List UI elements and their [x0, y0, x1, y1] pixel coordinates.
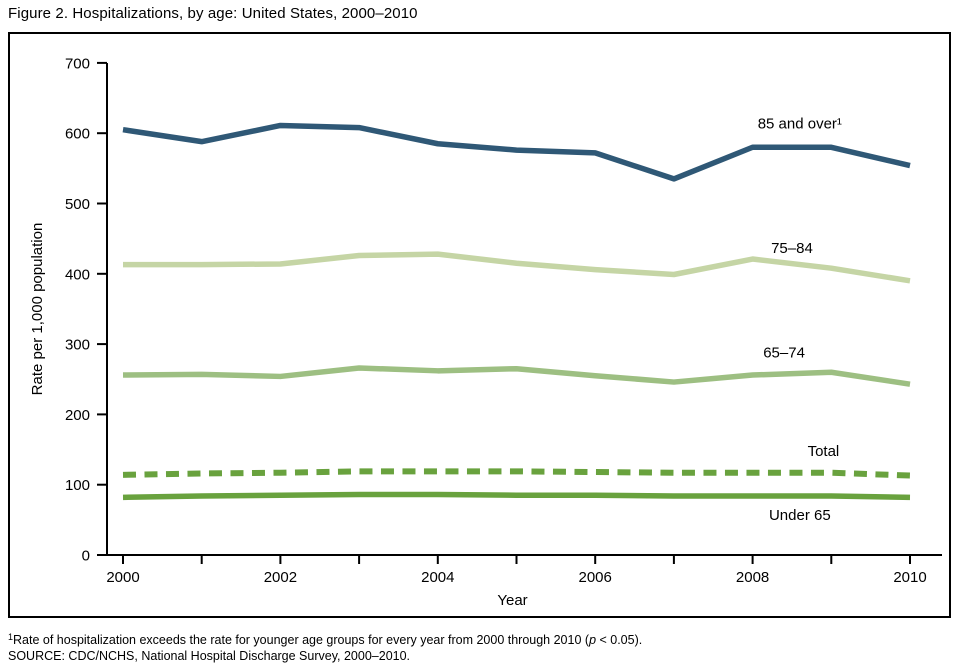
y-tick-label: 100 — [65, 477, 90, 494]
y-tick-label: 200 — [65, 407, 90, 424]
x-tick-label: 2002 — [264, 569, 297, 586]
source-note: SOURCE: CDC/NCHS, National Hospital Disc… — [8, 649, 411, 663]
footnote-superscript: 1 — [8, 632, 14, 642]
y-axis-title: Rate per 1,000 population — [29, 223, 46, 396]
chart-area: 0 100 200 300 400 500 600 700 2000 2002 2004 2006 20… — [8, 32, 951, 618]
x-tick-label: 2000 — [106, 569, 139, 586]
footnotes: 1Rate of hospitalization exceeds the rat… — [8, 629, 642, 664]
y-tick-label: 0 — [82, 548, 90, 565]
series-label-total: Total — [808, 443, 840, 460]
series-line-total — [122, 468, 911, 479]
y-tick-label: 500 — [65, 196, 90, 213]
footnote-text: Rate of hospitalization exceeds the rate… — [13, 633, 590, 647]
x-tick-label: 2010 — [893, 569, 926, 586]
y-tick-label: 600 — [65, 126, 90, 143]
series-line-under-65 — [122, 491, 911, 501]
x-tick-label: 2004 — [421, 569, 454, 586]
y-tick-label: 400 — [65, 266, 90, 283]
y-tick-label: 700 — [65, 55, 90, 72]
figure-title: Figure 2. Hospitalizations, by age: Unit… — [8, 5, 418, 22]
series-line-75-84 — [123, 251, 911, 284]
series-label-75-84: 75–84 — [771, 240, 813, 257]
series-label-85-and-over: 85 and over¹ — [758, 115, 842, 132]
x-tick-label: 2006 — [579, 569, 612, 586]
series-line-65-74 — [122, 365, 911, 387]
footnote-p-italic: p — [589, 633, 597, 647]
footnote: 1Rate of hospitalization exceeds the rat… — [8, 629, 642, 648]
footnote-tail: < 0.05). — [596, 633, 643, 647]
y-tick-label: 300 — [65, 337, 90, 354]
line-chart: 0 100 200 300 400 500 600 700 2000 2002 2004 2006 20… — [29, 55, 942, 609]
series-label-under-65: Under 65 — [769, 507, 831, 524]
x-tick-label: 2008 — [736, 569, 769, 586]
series-label-65-74: 65–74 — [763, 345, 805, 362]
x-axis-title: Year — [497, 592, 527, 609]
series-line-85-and-over — [122, 122, 911, 182]
